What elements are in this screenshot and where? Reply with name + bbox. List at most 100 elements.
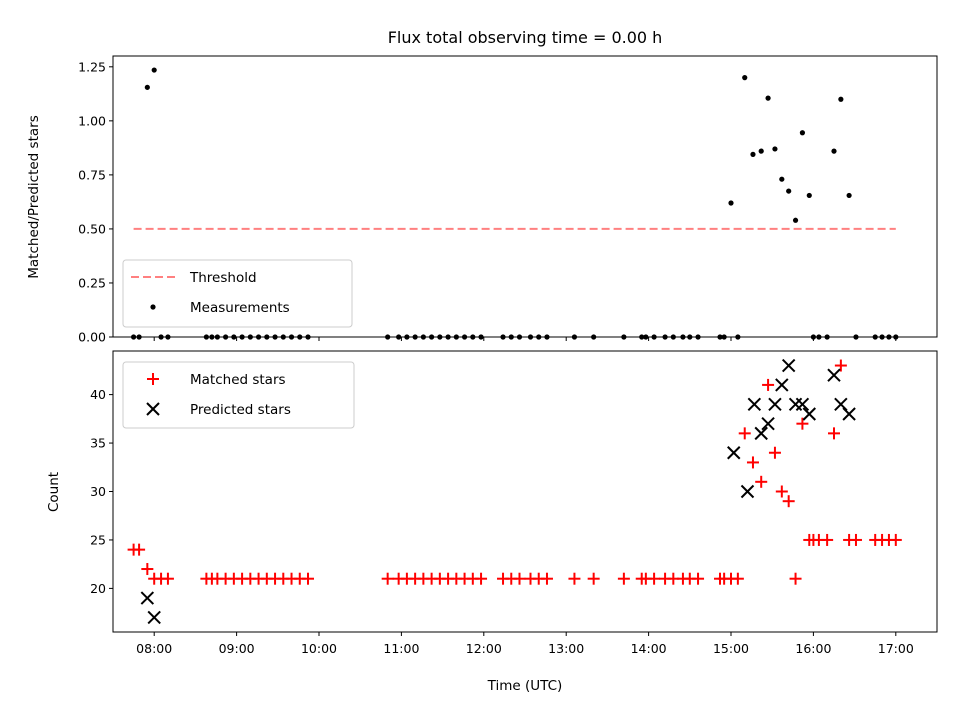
- count-y-tick-label: 35: [90, 436, 106, 451]
- matched-star-point: [568, 572, 581, 585]
- x-tick-label: 12:00: [466, 641, 502, 656]
- matched-star-point: [617, 572, 630, 585]
- measurement-point: [728, 200, 734, 206]
- measurement-point: [792, 217, 799, 223]
- ratio-plot-frame: [112, 55, 938, 338]
- predicted-star-point: [827, 368, 841, 382]
- count-panel: Count Time (UTC) 20 25 30 35 40 08:00 09:00 10…: [46, 350, 938, 694]
- measurement-point: [779, 176, 785, 182]
- measurement-point: [144, 84, 150, 90]
- ratio-legend-box: [122, 259, 353, 328]
- matched-star-point: [768, 446, 781, 459]
- ratio-y-tick-label: 0.75: [78, 167, 106, 182]
- x-tick-label: 17:00: [878, 641, 914, 656]
- ratio-y-tick-label: 1.00: [78, 113, 106, 128]
- matched-star-point: [731, 572, 744, 585]
- matched-star-point: [796, 417, 809, 430]
- x-tick-label: 08:00: [136, 641, 172, 656]
- predicted-star-point: [781, 358, 796, 373]
- ratio-y-ticks: 0.00 0.25 0.50 0.75 1.00 1.25: [78, 59, 113, 345]
- predicted-star-point: [147, 610, 161, 625]
- matched-star-point: [738, 427, 751, 440]
- predicted-star-point: [834, 397, 848, 412]
- matched-star-point: [828, 427, 840, 440]
- ratio-y-axis-label: Matched/Predicted stars: [26, 115, 42, 278]
- legend-threshold-label: Threshold: [189, 270, 257, 286]
- matched-star-point: [849, 533, 862, 546]
- legend-predicted-label: Predicted stars: [190, 402, 291, 418]
- x-tick-label: 15:00: [713, 641, 749, 656]
- count-legend-box: [122, 361, 355, 429]
- legend-measurements-swatch: [150, 304, 156, 310]
- legend-predicted-swatch: [146, 402, 160, 416]
- legend-matched-label: Matched stars: [190, 372, 286, 388]
- ratio-legend: Threshold Measurements: [122, 259, 353, 328]
- measurement-point: [758, 148, 764, 154]
- measurement-point: [151, 67, 157, 73]
- predicted-star-point: [802, 407, 816, 421]
- predicted-star-point: [775, 378, 789, 392]
- x-tick-label: 10:00: [301, 641, 337, 656]
- matched-star-point: [762, 378, 775, 391]
- predicted-star-point: [747, 397, 762, 412]
- measurement-point: [831, 148, 837, 154]
- count-y-axis-label: Count: [46, 472, 62, 512]
- legend-matched-swatch: [147, 373, 159, 385]
- ratio-y-tick-label: 0.00: [78, 330, 106, 345]
- matched-star-point: [692, 572, 705, 585]
- predicted-star-point: [140, 591, 155, 605]
- count-points: [127, 358, 902, 625]
- chart-title: Flux total observing time = 0.00 h: [388, 28, 663, 47]
- matched-star-point: [587, 572, 600, 585]
- matched-star-point: [302, 572, 315, 585]
- matched-star-point: [381, 572, 394, 585]
- count-y-ticks: 20 25 30 35 40: [90, 387, 113, 596]
- ratio-panel: Flux total observing time = 0.00 h Match…: [26, 28, 938, 345]
- predicted-star-point: [727, 446, 741, 460]
- predicted-star-point: [740, 484, 755, 499]
- count-y-tick-label: 20: [90, 581, 106, 596]
- x-tick-label: 16:00: [795, 641, 831, 656]
- count-plot-frame: [112, 350, 938, 633]
- matched-star-point: [648, 572, 661, 585]
- predicted-star-point: [842, 407, 856, 421]
- count-legend: Matched stars Predicted stars: [122, 361, 355, 429]
- measurement-point: [846, 192, 852, 199]
- matched-star-point: [141, 563, 154, 576]
- measurement-point: [742, 75, 748, 81]
- measurement-point: [772, 146, 778, 152]
- matched-star-point: [834, 359, 847, 372]
- matched-star-point: [746, 456, 759, 469]
- measurement-point: [750, 151, 756, 157]
- matched-star-point: [782, 495, 795, 508]
- predicted-star-point: [761, 416, 775, 431]
- x-tick-label: 11:00: [383, 641, 419, 656]
- ratio-y-tick-label: 0.25: [78, 275, 106, 290]
- matched-star-point: [821, 533, 834, 546]
- measurement-point: [838, 96, 844, 102]
- count-y-tick-label: 25: [90, 532, 106, 547]
- x-tick-label: 09:00: [219, 641, 255, 656]
- measurement-point: [806, 192, 812, 199]
- matched-star-point: [889, 533, 902, 546]
- matched-star-point: [513, 572, 526, 585]
- measurement-point: [786, 188, 792, 194]
- matched-star-point: [755, 475, 768, 488]
- x-axis-label: Time (UTC): [487, 678, 563, 694]
- predicted-star-point: [768, 397, 782, 412]
- matched-star-point: [161, 572, 174, 585]
- predicted-star-point: [795, 397, 810, 412]
- count-y-tick-label: 40: [90, 387, 106, 402]
- matched-star-point: [775, 485, 788, 498]
- count-y-tick-label: 30: [90, 484, 106, 499]
- x-tick-label: 14:00: [631, 641, 667, 656]
- measurement-point: [765, 95, 771, 101]
- matched-star-point: [133, 543, 146, 556]
- x-tick-label: 13:00: [548, 641, 584, 656]
- ratio-y-tick-label: 1.25: [78, 59, 106, 74]
- matched-star-point: [540, 572, 553, 585]
- measurement-point: [799, 130, 806, 136]
- legend-measurements-label: Measurements: [190, 300, 290, 316]
